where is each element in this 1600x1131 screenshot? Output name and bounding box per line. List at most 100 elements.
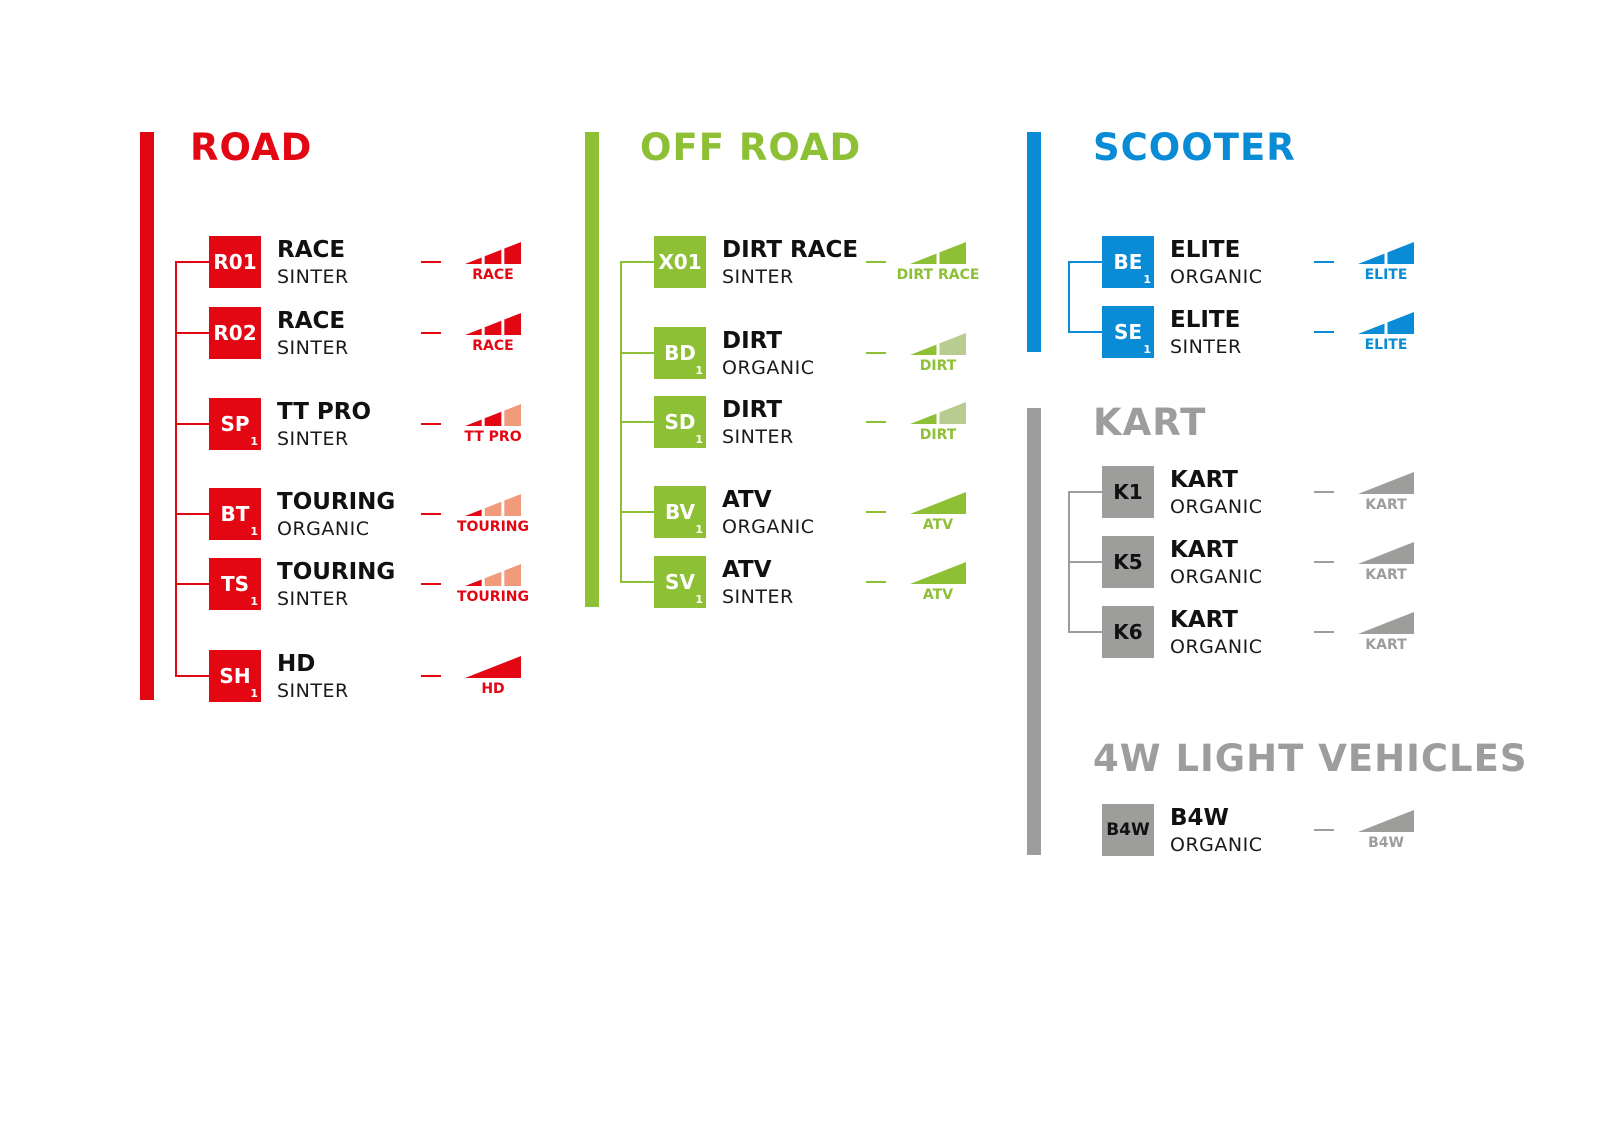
product-code-badge: TS 1 — [209, 558, 261, 610]
product-code-badge: BV 1 — [654, 486, 706, 538]
product-name: HD — [277, 651, 316, 677]
product-code: K6 — [1113, 620, 1143, 644]
product-code: SH — [219, 664, 251, 688]
off-road-tree-branch — [620, 581, 654, 583]
product-code: SP — [220, 412, 250, 436]
product-name: TT PRO — [277, 399, 372, 425]
product-code-badge: K6 — [1102, 606, 1154, 658]
product-item[interactable]: K5 KART ORGANIC KART — [1102, 536, 1462, 592]
kart-tree-branch — [1068, 491, 1102, 493]
performance-level-icon — [910, 562, 966, 584]
performance-level-label: TOURING — [456, 519, 530, 535]
performance-level-icon — [465, 494, 521, 516]
level-segment — [1387, 242, 1414, 264]
product-code-subscript: 1 — [250, 525, 258, 538]
product-name: DIRT — [722, 328, 783, 354]
product-name: DIRT RACE — [722, 237, 859, 263]
product-item[interactable]: SH 1 HD SINTER HD — [209, 650, 569, 706]
scooter-tree-branch — [1068, 261, 1102, 263]
product-name: TOURING — [277, 489, 396, 515]
performance-level-icon — [1358, 472, 1414, 494]
product-material: ORGANIC — [1170, 496, 1263, 518]
level-segment — [910, 413, 937, 424]
product-item[interactable]: TS 1 TOURING SINTER TOURING — [209, 558, 569, 614]
product-name: ELITE — [1170, 237, 1241, 263]
performance-level-label: KART — [1365, 497, 1407, 513]
level-segment — [465, 419, 482, 426]
performance-level-label: ATV — [922, 517, 954, 533]
product-code-subscript: 1 — [695, 364, 703, 377]
product-material: ORGANIC — [1170, 834, 1263, 856]
performance-level-label: HD — [481, 681, 505, 697]
product-item[interactable]: BE 1 ELITE ORGANIC ELITE — [1102, 236, 1462, 292]
product-item[interactable]: R01 RACE SINTER RACE — [209, 236, 569, 292]
level-segment — [504, 404, 521, 426]
performance-level-label: DIRT RACE — [896, 267, 980, 283]
performance-level-icon — [910, 333, 966, 355]
product-item[interactable]: K1 KART ORGANIC KART — [1102, 466, 1462, 522]
product-material: SINTER — [277, 680, 349, 702]
connector-dash — [421, 583, 441, 585]
product-code-badge: B4W — [1102, 804, 1154, 856]
performance-level-icon — [465, 656, 521, 678]
level-segment — [484, 411, 502, 426]
product-item[interactable]: BT 1 TOURING ORGANIC TOURING — [209, 488, 569, 544]
product-name: ATV — [722, 557, 772, 583]
scooter-bar — [1027, 132, 1041, 352]
level-segment — [939, 333, 966, 355]
off-road-bar — [585, 132, 599, 607]
level-segment — [910, 253, 937, 264]
product-item[interactable]: SV 1 ATV SINTER ATV — [654, 556, 1014, 612]
product-item[interactable]: SP 1 TT PRO SINTER TT PRO — [209, 398, 569, 454]
product-item[interactable]: BD 1 DIRT ORGANIC DIRT — [654, 327, 1014, 383]
product-name: RACE — [277, 308, 346, 334]
connector-dash — [1314, 491, 1334, 493]
product-code: TS — [220, 572, 250, 596]
connector-dash — [421, 332, 441, 334]
product-code-badge: SP 1 — [209, 398, 261, 450]
level-segment — [465, 509, 482, 516]
product-code-badge: R01 — [209, 236, 261, 288]
product-name: KART — [1170, 467, 1238, 493]
road-tree-branch — [175, 332, 209, 334]
product-item[interactable]: K6 KART ORGANIC KART — [1102, 606, 1462, 662]
level-segment — [504, 242, 521, 264]
product-code-subscript: 1 — [1143, 273, 1151, 286]
connector-dash — [1314, 561, 1334, 563]
product-material: SINTER — [277, 588, 349, 610]
product-code: K1 — [1113, 480, 1143, 504]
road-tree-branch — [175, 423, 209, 425]
level-segment — [504, 564, 521, 586]
off-road-tree-branch — [620, 511, 654, 513]
product-material: SINTER — [722, 426, 794, 448]
product-code: SV — [665, 570, 695, 594]
level-segment — [939, 242, 966, 264]
product-material: SINTER — [722, 586, 794, 608]
product-code: BE — [1113, 250, 1143, 274]
product-name: KART — [1170, 607, 1238, 633]
product-item[interactable]: SD 1 DIRT SINTER DIRT — [654, 396, 1014, 452]
level-segment — [1387, 312, 1414, 334]
level-segment — [465, 328, 482, 335]
product-code-subscript: 1 — [1143, 343, 1151, 356]
product-item[interactable]: SE 1 ELITE SINTER ELITE — [1102, 306, 1462, 362]
road-tree-trunk — [175, 262, 177, 676]
off-road-tree-branch — [620, 261, 654, 263]
product-item[interactable]: R02 RACE SINTER RACE — [209, 307, 569, 363]
product-item[interactable]: X01 DIRT RACE SINTER DIRT RACE — [654, 236, 1014, 292]
level-segment — [1358, 253, 1385, 264]
product-material: ORGANIC — [722, 516, 815, 538]
off-road-tree-branch — [620, 421, 654, 423]
product-name: B4W — [1170, 805, 1229, 831]
product-material: ORGANIC — [1170, 636, 1263, 658]
performance-level-label: ELITE — [1364, 337, 1408, 353]
product-name: ATV — [722, 487, 772, 513]
performance-level-label: RACE — [472, 267, 514, 283]
product-item[interactable]: BV 1 ATV ORGANIC ATV — [654, 486, 1014, 542]
level-segment — [910, 492, 966, 514]
performance-level-icon — [465, 313, 521, 335]
performance-level-icon — [465, 242, 521, 264]
product-code-badge: SD 1 — [654, 396, 706, 448]
product-code-subscript: 1 — [695, 523, 703, 536]
product-item[interactable]: B4W B4W ORGANIC B4W — [1102, 804, 1462, 860]
